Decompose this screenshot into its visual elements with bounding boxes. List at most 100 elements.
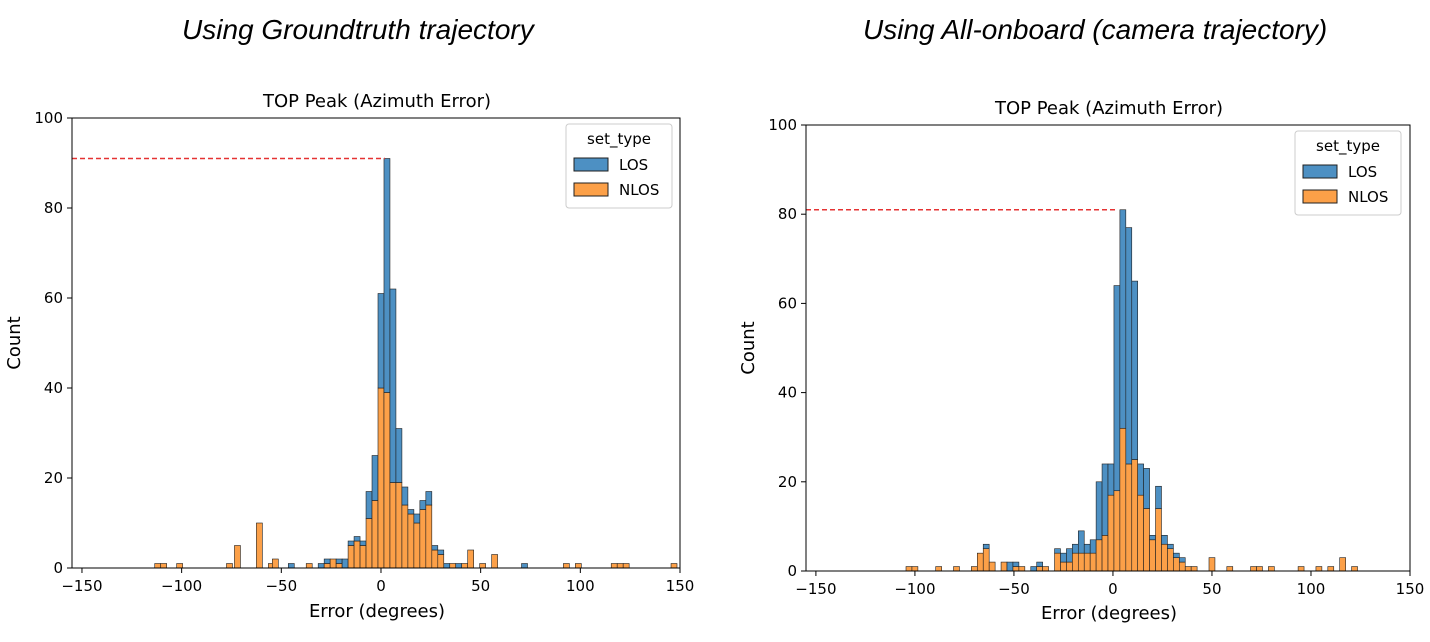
bar-nlos: [1143, 508, 1150, 572]
bar-nlos: [1054, 552, 1061, 572]
axes-frame: [71, 117, 681, 569]
bar-nlos: [1101, 535, 1109, 572]
y-tick-label: 20: [778, 473, 797, 491]
bar-nlos: [622, 563, 630, 569]
bar-los: [1054, 548, 1061, 554]
bar-nlos: [226, 563, 233, 569]
y-tick-label: 0: [787, 562, 797, 580]
bar-nlos: [1066, 561, 1073, 572]
bar-nlos: [160, 563, 167, 569]
bar-los: [1107, 463, 1115, 496]
x-axis-label: Error (degrees): [309, 601, 445, 622]
bar-los: [1036, 561, 1043, 567]
bar-nlos: [610, 563, 618, 569]
bar-los: [389, 288, 397, 483]
y-tick-label: 60: [44, 289, 63, 307]
legend-swatch: [573, 157, 609, 172]
bar-los: [413, 513, 421, 524]
bar-nlos: [1125, 463, 1133, 572]
y-tick-label: 80: [778, 205, 797, 223]
bar-nlos: [461, 563, 468, 569]
bar-los: [521, 563, 528, 569]
y-axis-label: Count: [4, 316, 25, 369]
bar-los: [1006, 561, 1014, 572]
chart-title: TOP Peak (Azimuth Error): [262, 91, 491, 112]
bar-los: [347, 540, 355, 546]
bar-nlos: [407, 513, 415, 569]
bar-los: [1161, 535, 1168, 545]
bar-nlos: [1018, 566, 1026, 572]
legend-swatch: [573, 182, 609, 197]
bar-nlos: [371, 500, 379, 569]
bar-nlos: [389, 482, 397, 569]
legend-swatch: [1302, 189, 1338, 204]
bar-los: [383, 158, 391, 393]
bar-los: [317, 563, 325, 569]
x-axis-label: Error (degrees): [1041, 603, 1177, 624]
bar-nlos: [176, 563, 183, 569]
y-tick-label: 40: [44, 379, 63, 397]
bar-nlos: [413, 522, 421, 569]
bar-nlos: [988, 561, 996, 572]
bar-nlos: [335, 563, 343, 569]
legend-entry: NLOS: [1348, 188, 1388, 206]
x-tick-label: 150: [666, 577, 695, 595]
bar-los: [1131, 280, 1139, 460]
bar-los: [455, 563, 463, 569]
bar-los: [1178, 557, 1186, 563]
bar-nlos: [982, 548, 990, 572]
bar-los: [395, 428, 403, 483]
bar-los: [1066, 548, 1073, 563]
bar-los: [377, 293, 385, 389]
legend: set_type LOS NLOS: [1294, 130, 1402, 216]
bar-nlos: [347, 545, 355, 569]
bar-nlos: [437, 554, 445, 569]
bar-nlos: [449, 563, 457, 569]
bar-los: [1060, 552, 1067, 563]
bar-nlos: [479, 563, 486, 569]
bar-nlos: [1107, 494, 1115, 572]
bar-nlos: [1339, 557, 1346, 572]
bar-nlos: [1173, 557, 1180, 572]
bar-los: [353, 536, 361, 542]
bar-los: [1125, 227, 1133, 465]
bar-los: [1030, 566, 1038, 572]
bars: [905, 209, 1358, 572]
legend: set_type LOS NLOS: [565, 123, 673, 209]
bar-los: [431, 545, 439, 551]
bar-los: [335, 558, 343, 564]
y-tick-label: 100: [34, 109, 63, 127]
bar-los: [1167, 543, 1174, 549]
bar-nlos: [1155, 508, 1162, 572]
caption-all-onboard: Using All-onboard (camera trajectory): [863, 14, 1328, 45]
bar-los: [443, 563, 451, 569]
bar-nlos: [419, 509, 427, 569]
x-tick-label: −50: [265, 577, 297, 595]
y-tick-label: 100: [768, 116, 797, 134]
bar-nlos: [1161, 543, 1168, 572]
axes-frame: [805, 124, 1411, 572]
legend-title: set_type: [587, 130, 651, 149]
bar-nlos: [353, 540, 361, 569]
x-tick-label: −150: [795, 580, 836, 598]
bar-nlos: [1113, 490, 1121, 572]
x-tick-label: 100: [1297, 580, 1326, 598]
x-tick-label: 100: [566, 577, 595, 595]
legend-entry: LOS: [1348, 163, 1377, 181]
bar-nlos: [425, 504, 433, 569]
bar-nlos: [1208, 557, 1216, 572]
bar-los: [1083, 543, 1091, 554]
bar-los: [1119, 209, 1127, 429]
bar-nlos: [1089, 552, 1097, 572]
bar-los: [437, 549, 445, 555]
histogram-all-onboard: TOP Peak (Azimuth Error) Error (degrees)…: [738, 98, 1424, 624]
bar-nlos: [1036, 566, 1043, 572]
bars: [154, 158, 678, 569]
bar-nlos: [616, 563, 624, 569]
bar-nlos: [1327, 566, 1335, 572]
y-tick-label: 0: [53, 559, 63, 577]
bar-nlos: [1149, 539, 1156, 572]
bar-nlos: [395, 482, 403, 569]
bar-nlos: [1250, 566, 1257, 572]
